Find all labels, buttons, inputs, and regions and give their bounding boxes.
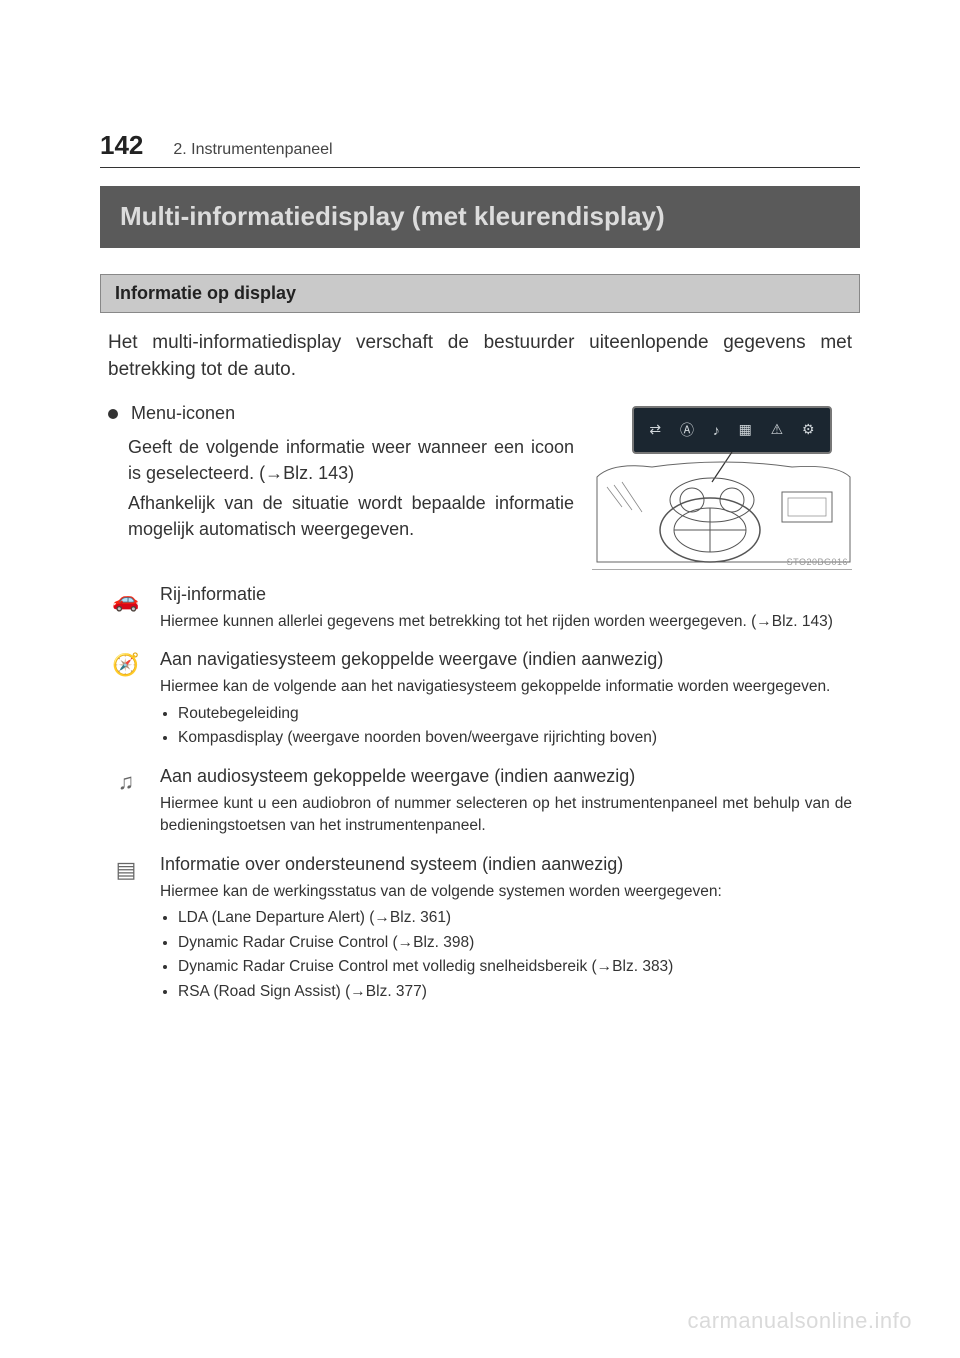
info-desc: Hiermee kunnen allerlei gegevens met bet…: [160, 611, 852, 633]
page: 142 2. Instrumentenpaneel Multi-informat…: [0, 0, 960, 1079]
screen-icon-5: ⚙: [802, 421, 815, 438]
section-heading: Informatie op display: [100, 274, 860, 313]
info-title: Aan navigatiesysteem gekoppelde weergave…: [160, 649, 852, 670]
info-desc-text: Hiermee kan de volgende aan het navigati…: [160, 678, 830, 695]
info-desc-text: Hiermee kan de werkingsstatus van de vol…: [160, 883, 722, 900]
page-number: 142: [100, 130, 143, 161]
bullet-icon: [108, 409, 118, 419]
watermark: carmanualsonline.info: [687, 1308, 912, 1334]
compass-icon: 🧭: [108, 651, 144, 679]
info-list: LDA (Lane Departure Alert) (→Blz. 361) D…: [160, 907, 852, 1003]
illustration-code: STO20BG016: [787, 557, 848, 567]
screen-icon-1: Ⓐ: [680, 420, 694, 440]
list-item: Dynamic Radar Cruise Control (→Blz. 398): [178, 932, 852, 954]
info-item-audio: ♫ Aan audiosysteem gekoppelde weergave (…: [108, 766, 852, 848]
info-item-drive: 🚗 Rij-informatie Hiermee kunnen allerlei…: [108, 584, 852, 643]
menu-icons-text: Menu-iconen Geeft de volgende informatie…: [108, 400, 574, 542]
info-item-assist: ▤ Informatie over ondersteunend systeem …: [108, 854, 852, 1013]
screen-icon-0: ⇄: [649, 421, 661, 438]
info-desc: Hiermee kunt u een audiobron of nummer s…: [160, 793, 852, 838]
menu-icons-block: Menu-iconen Geeft de volgende informatie…: [108, 400, 852, 570]
list-item: Dynamic Radar Cruise Control met volledi…: [178, 956, 852, 978]
menu-icons-bullet: Menu-iconen: [108, 400, 574, 426]
intro-text: Het multi-informatiedisplay verschaft de…: [108, 329, 852, 384]
info-title: Aan audiosysteem gekoppelde weergave (in…: [160, 766, 852, 787]
menu-icons-para1: Geeft de volgende informatie weer wannee…: [108, 434, 574, 486]
page-title: Multi-informatiedisplay (met kleurendisp…: [100, 186, 860, 248]
breadcrumb: 2. Instrumentenpaneel: [173, 141, 332, 159]
info-body: Aan navigatiesysteem gekoppelde weergave…: [160, 649, 852, 759]
page-header: 142 2. Instrumentenpaneel: [100, 130, 860, 168]
list-item: Routebegeleiding: [178, 703, 852, 725]
screen-icon-3: ▦: [739, 421, 752, 438]
info-list: Routebegeleiding Kompasdisplay (weergave…: [160, 703, 852, 750]
screen-icon-4: ⚠: [771, 421, 784, 438]
assist-icon: ▤: [108, 856, 144, 884]
menu-icons-label: Menu-iconen: [131, 403, 235, 423]
info-item-nav: 🧭 Aan navigatiesysteem gekoppelde weerga…: [108, 649, 852, 759]
list-item: Kompasdisplay (weergave noorden boven/we…: [178, 727, 852, 749]
dashboard-illustration: ⇄ Ⓐ ♪ ▦ ⚠ ⚙: [592, 400, 852, 570]
info-body: Aan audiosysteem gekoppelde weergave (in…: [160, 766, 852, 848]
info-body: Informatie over ondersteunend systeem (i…: [160, 854, 852, 1013]
info-title: Rij-informatie: [160, 584, 852, 605]
screen-icon-2: ♪: [713, 422, 720, 438]
info-title: Informatie over ondersteunend systeem (i…: [160, 854, 852, 875]
dashboard-svg: [592, 452, 852, 570]
info-desc: Hiermee kan de volgende aan het navigati…: [160, 676, 852, 749]
list-item: RSA (Road Sign Assist) (→Blz. 377): [178, 981, 852, 1003]
music-icon: ♫: [108, 768, 144, 796]
dash-screen: ⇄ Ⓐ ♪ ▦ ⚠ ⚙: [632, 406, 832, 454]
info-desc: Hiermee kan de werkingsstatus van de vol…: [160, 881, 852, 1003]
menu-icons-para2: Afhankelijk van de situatie wordt bepaal…: [108, 490, 574, 542]
car-icon: 🚗: [108, 586, 144, 614]
info-body: Rij-informatie Hiermee kunnen allerlei g…: [160, 584, 852, 643]
list-item: LDA (Lane Departure Alert) (→Blz. 361): [178, 907, 852, 929]
